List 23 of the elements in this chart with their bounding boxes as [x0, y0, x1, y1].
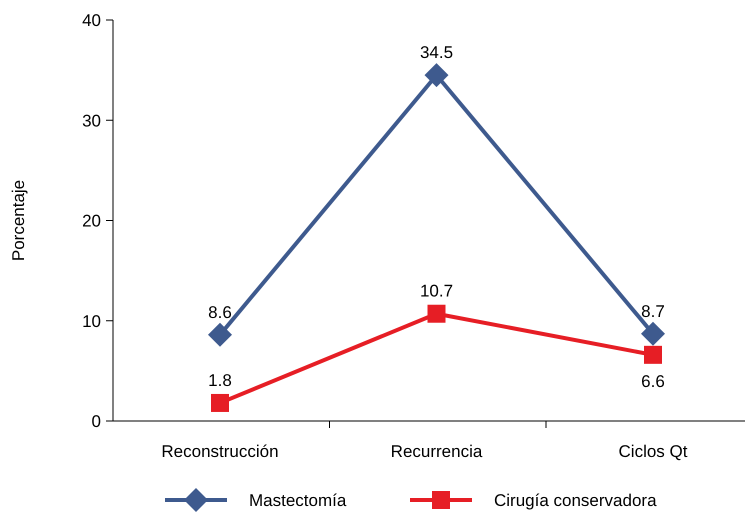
x-tick-label: Recurrencia — [390, 442, 483, 461]
point — [428, 304, 446, 323]
y-tick-label: 10 — [82, 312, 101, 331]
point — [424, 63, 448, 88]
y-tick-label: 40 — [82, 11, 101, 30]
point — [644, 346, 662, 364]
data-label: 8.6 — [208, 302, 232, 322]
y-tick-label: 30 — [82, 111, 101, 130]
x-tick-label: Ciclos Qt — [618, 442, 688, 461]
legend-label: Cirugía conservadora — [494, 491, 658, 510]
x-tick-label: Reconstrucción — [161, 442, 279, 461]
data-label: 34.5 — [420, 43, 454, 62]
data-label: 6.6 — [641, 372, 665, 391]
data-label: 10.7 — [420, 282, 454, 301]
y-axis-title: Porcentaje — [9, 180, 28, 262]
point — [641, 322, 665, 346]
legend-label: Mastectomía — [249, 491, 347, 510]
point — [211, 394, 229, 412]
data-label: 8.7 — [641, 302, 665, 321]
point — [208, 322, 232, 347]
y-tick-label: 0 — [92, 412, 101, 431]
data-label: 1.8 — [208, 370, 232, 390]
y-tick-label: 20 — [82, 212, 101, 230]
